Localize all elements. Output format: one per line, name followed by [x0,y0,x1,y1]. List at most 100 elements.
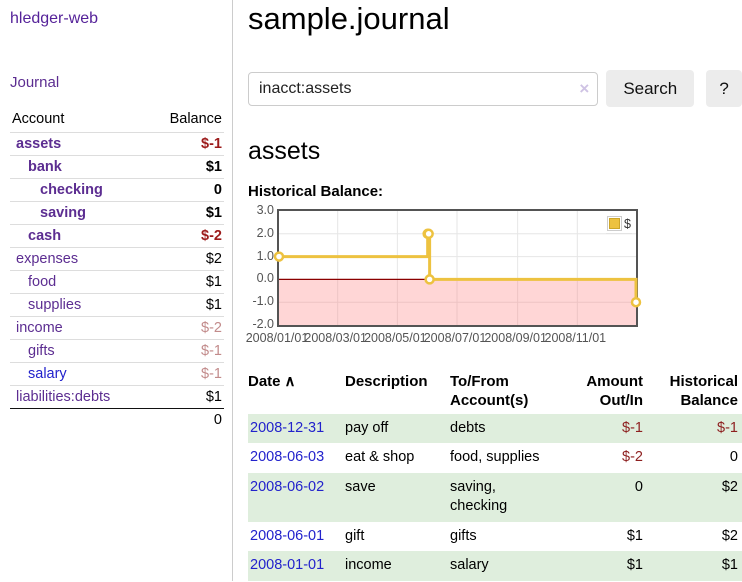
register-balance: $-1 [717,419,738,436]
sidebar: hledger-web Journal Account Balance asse… [0,0,233,581]
account-link[interactable]: bank [28,159,62,175]
account-link[interactable]: salary [28,366,67,382]
app-title: hledger-web [10,10,224,28]
journal-nav-link[interactable]: Journal [10,74,60,91]
search-input[interactable] [248,71,599,106]
x-axis-tick-label: 2008/03/01 [304,331,367,345]
account-balance: $-2 [146,316,224,340]
register-date-link[interactable]: 2008-12-31 [250,419,325,436]
register-balance: $2 [721,478,738,495]
account-balance: $-2 [146,224,224,248]
register-accounts: debts [450,419,486,436]
account-link[interactable]: liabilities:debts [16,389,111,405]
account-balance: $1 [146,155,224,179]
register-accounts: food, supplies [450,449,540,466]
register-row: 2008-06-02 save saving, checking 0 $2 [248,472,742,522]
register-header-description: Description [345,373,428,390]
historical-balance-chart: $ 3.0 2.0 1.0 0.0 -1.0 -2.0 2008/01/01 2008/03/… [245,203,742,347]
account-row: salary $-1 [10,362,224,386]
app-title-link[interactable]: hledger-web [10,10,99,27]
register-date-link[interactable]: 2008-01-01 [250,557,325,574]
register-amount: $1 [626,527,643,544]
register-header-row: Date ∧ Description To/From Account(s) Amo… [248,370,742,414]
account-link[interactable]: income [16,320,63,336]
account-balance: $2 [146,247,224,271]
account-link[interactable]: expenses [16,251,79,267]
register-date-link[interactable]: 2008-06-02 [250,478,325,495]
register-row: 2008-12-31 pay off debts $-1 $-1 [248,413,742,444]
account-link[interactable]: assets [16,136,62,152]
register-description: save [345,478,376,495]
y-axis-tick-label: 3.0 [256,203,274,217]
account-balance: 0 [146,178,224,202]
legend-swatch-icon [609,218,621,229]
account-row: cash $-2 [10,224,224,248]
help-button[interactable]: ? [706,70,742,107]
chart-legend: $ [606,215,632,234]
y-axis-tick-label: 1.0 [256,248,274,263]
account-row: checking 0 [10,178,224,202]
account-row: assets $-1 [10,132,224,156]
account-link[interactable]: gifts [28,343,55,359]
chart-plot-area: $ [273,209,642,327]
page-title: sample.journal [248,1,450,36]
y-axis-tick-label: -2.0 [252,317,274,331]
register-date-link[interactable]: 2008-06-01 [250,527,325,544]
account-link[interactable]: saving [40,205,86,221]
x-axis-tick-label: 2008/05/01 [364,331,427,345]
x-axis-tick-label: 2008/09/01 [484,331,547,345]
account-balance: $1 [146,293,224,317]
clear-search-icon[interactable]: × [579,78,590,98]
account-link[interactable]: checking [40,182,103,198]
account-row: gifts $-1 [10,339,224,363]
register-header-amount: Amount Out/In [586,373,643,409]
register-row: 2008-06-03 eat & shop food, supplies $-2 0 [248,443,742,473]
legend-label: $ [624,216,631,231]
search-button[interactable]: Search [606,70,695,107]
register-description: gift [345,527,365,544]
register-description: pay off [345,419,389,436]
account-row: supplies $1 [10,293,224,317]
y-axis-tick-label: -1.0 [252,294,274,309]
main-content: sample.journal × Search ? assets Histori… [233,0,742,581]
accounts-header-balance: Balance [146,107,224,133]
account-row: saving $1 [10,201,224,225]
account-link[interactable]: food [28,274,57,290]
register-description: eat & shop [345,449,415,466]
chart-title: Historical Balance: [248,183,384,200]
register-balance: 0 [729,449,738,466]
register-balance: $2 [721,527,738,544]
register-row: 2008-06-01 gift gifts $1 $2 [248,522,742,552]
accounts-total-value: 0 [146,408,224,431]
account-balance: $-1 [146,339,224,363]
account-link[interactable]: cash [28,228,62,244]
register-accounts: salary [450,557,489,574]
x-axis-tick-label: 2008/11/01 [544,331,607,345]
account-heading: assets [248,137,321,165]
accounts-header-account: Account [10,107,147,133]
account-balance: $-1 [146,362,224,386]
account-row: bank $1 [10,155,224,179]
x-axis-tick-label: 2008/01/01 [245,331,309,345]
register-header-date[interactable]: Date ∧ [248,373,296,390]
search-field-wrap: × [248,71,599,106]
register-amount: $-1 [622,419,643,436]
y-axis-tick-label: 2.0 [256,225,274,240]
account-link[interactable]: supplies [28,297,82,313]
account-balance: $1 [205,389,222,405]
account-balance: $1 [146,270,224,294]
sort-ascending-icon: ∧ [284,373,296,390]
register-date-link[interactable]: 2008-06-03 [250,449,325,466]
account-row: liabilities:debts $1 [10,386,224,409]
account-row: food $1 [10,270,224,294]
x-axis-tick-label: 2008/07/01 [423,331,487,345]
register-amount: $1 [626,557,643,574]
register-accounts: saving, checking [450,478,508,515]
y-axis-tick-label: 0.0 [256,271,274,286]
accounts-table: Account Balance assets $-1 bank $1 checking 0… [10,107,224,431]
register-amount: $-2 [622,449,643,466]
search-bar: × Search ? [248,70,742,107]
register-description: income [345,557,392,574]
register-header-accounts: To/From Account(s) [450,373,529,409]
